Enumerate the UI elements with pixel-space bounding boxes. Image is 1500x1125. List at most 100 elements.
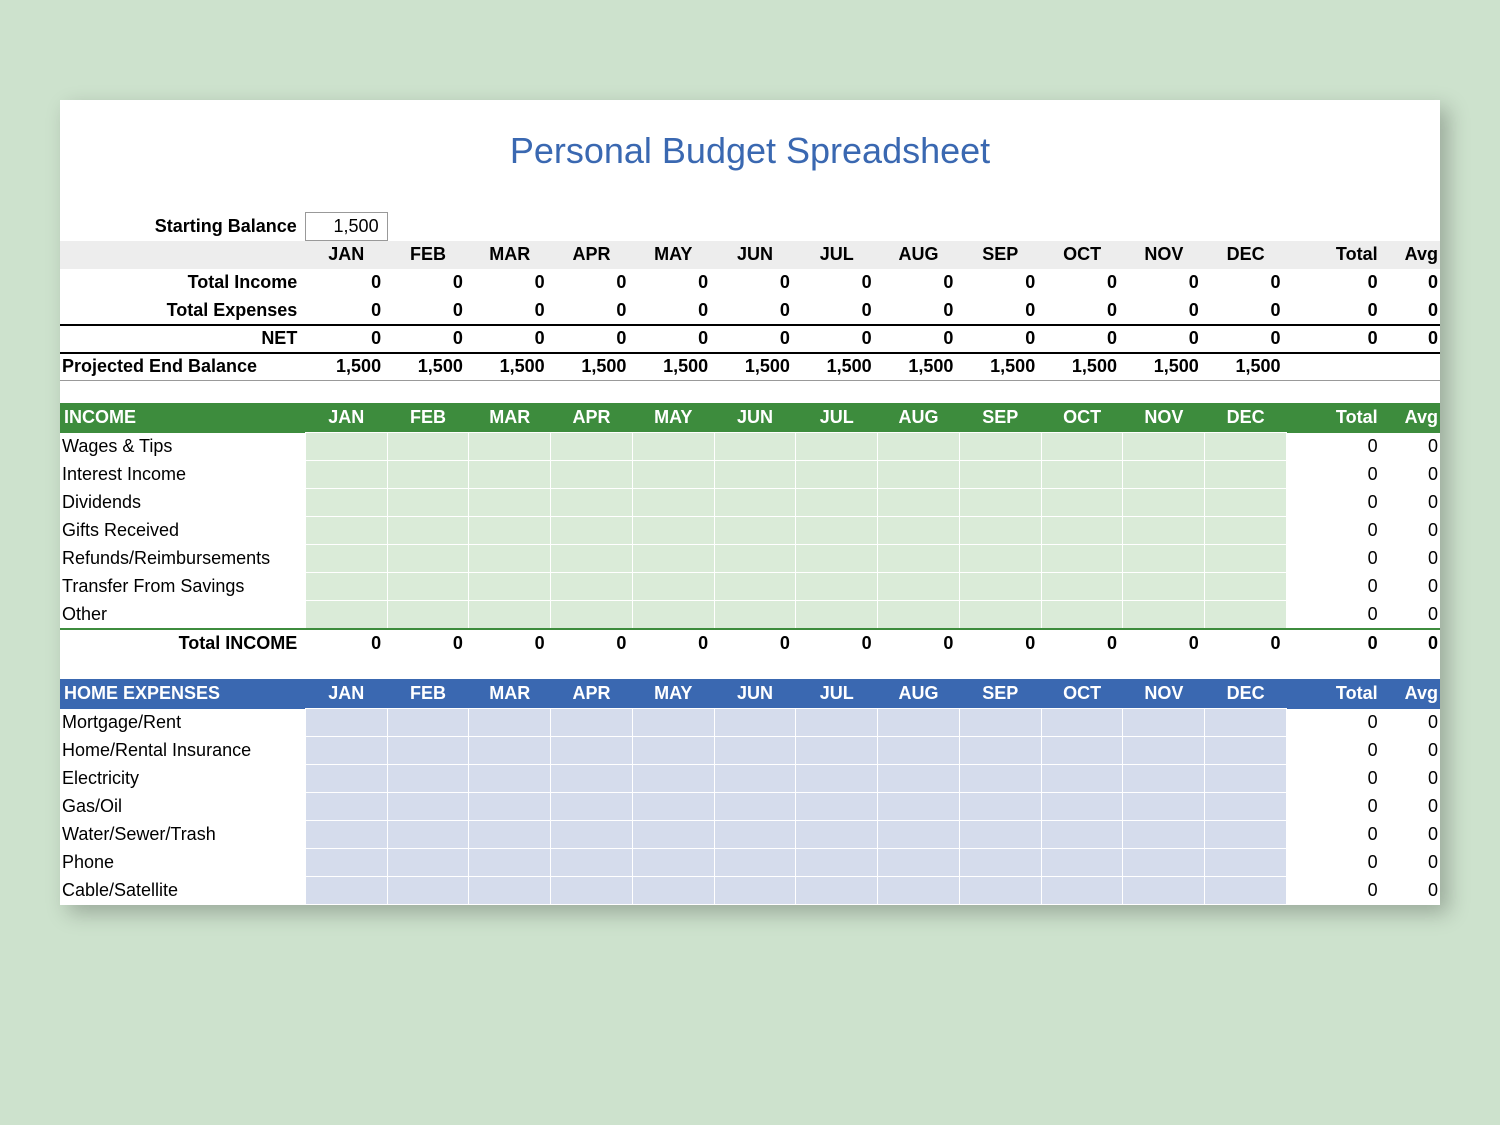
cell[interactable]: 0 (1041, 325, 1123, 353)
cell[interactable] (1041, 601, 1123, 629)
cell[interactable] (714, 573, 796, 601)
cell[interactable] (551, 737, 633, 765)
cell[interactable]: 0 (1205, 325, 1287, 353)
cell[interactable] (714, 545, 796, 573)
cell[interactable]: 1,500 (796, 353, 878, 381)
cell[interactable] (551, 877, 633, 905)
cell[interactable]: 0 (551, 325, 633, 353)
cell[interactable] (1041, 737, 1123, 765)
cell[interactable] (632, 517, 714, 545)
cell[interactable] (1041, 573, 1123, 601)
cell[interactable] (1205, 849, 1287, 877)
cell[interactable] (714, 877, 796, 905)
cell[interactable] (305, 489, 387, 517)
cell[interactable] (469, 709, 551, 737)
cell[interactable] (1205, 433, 1287, 461)
cell[interactable] (551, 461, 633, 489)
cell[interactable] (387, 877, 469, 905)
cell[interactable]: 0 (1287, 269, 1384, 297)
cell[interactable]: 0 (714, 629, 796, 657)
cell[interactable] (469, 545, 551, 573)
cell[interactable]: 1,500 (551, 353, 633, 381)
cell[interactable]: 1,500 (387, 353, 469, 381)
cell[interactable] (1041, 793, 1123, 821)
cell[interactable] (551, 765, 633, 793)
cell[interactable]: 0 (1384, 849, 1440, 877)
cell[interactable] (551, 849, 633, 877)
cell[interactable]: 0 (1384, 433, 1440, 461)
cell[interactable]: 0 (1384, 545, 1440, 573)
cell[interactable]: 0 (551, 269, 633, 297)
cell[interactable]: 0 (1205, 629, 1287, 657)
cell[interactable] (387, 821, 469, 849)
cell[interactable] (1205, 573, 1287, 601)
cell[interactable] (878, 489, 960, 517)
cell[interactable] (632, 737, 714, 765)
cell[interactable]: 0 (305, 325, 387, 353)
cell[interactable] (469, 573, 551, 601)
cell[interactable] (632, 433, 714, 461)
cell[interactable]: 0 (1287, 793, 1384, 821)
cell[interactable]: 0 (878, 269, 960, 297)
cell[interactable]: 1,500 (959, 353, 1041, 381)
cell[interactable] (632, 545, 714, 573)
cell[interactable] (469, 765, 551, 793)
cell[interactable] (469, 821, 551, 849)
cell[interactable] (714, 849, 796, 877)
cell[interactable] (796, 461, 878, 489)
cell[interactable] (1205, 765, 1287, 793)
cell[interactable] (387, 793, 469, 821)
cell[interactable] (387, 849, 469, 877)
cell[interactable]: 0 (387, 297, 469, 325)
cell[interactable] (1205, 737, 1287, 765)
cell[interactable] (1123, 489, 1205, 517)
cell[interactable] (632, 849, 714, 877)
cell[interactable]: 1,500 (305, 353, 387, 381)
cell[interactable] (1123, 709, 1205, 737)
cell[interactable] (878, 765, 960, 793)
cell[interactable] (878, 821, 960, 849)
cell[interactable]: 0 (1384, 573, 1440, 601)
cell[interactable]: 0 (878, 629, 960, 657)
cell[interactable] (387, 573, 469, 601)
cell[interactable] (469, 433, 551, 461)
cell[interactable] (1123, 737, 1205, 765)
cell[interactable] (796, 517, 878, 545)
cell[interactable] (551, 573, 633, 601)
cell[interactable] (632, 573, 714, 601)
cell[interactable]: 0 (551, 629, 633, 657)
cell[interactable]: 0 (796, 297, 878, 325)
cell[interactable]: 0 (714, 269, 796, 297)
cell[interactable]: 0 (878, 325, 960, 353)
cell[interactable] (1123, 877, 1205, 905)
cell[interactable] (387, 433, 469, 461)
cell[interactable] (387, 709, 469, 737)
cell[interactable] (551, 793, 633, 821)
cell[interactable] (1041, 765, 1123, 793)
cell[interactable] (632, 793, 714, 821)
cell[interactable] (878, 793, 960, 821)
cell[interactable]: 0 (796, 269, 878, 297)
cell[interactable] (305, 517, 387, 545)
cell[interactable] (959, 709, 1041, 737)
cell[interactable] (959, 461, 1041, 489)
cell[interactable] (796, 793, 878, 821)
cell[interactable] (305, 545, 387, 573)
cell[interactable] (959, 601, 1041, 629)
cell[interactable]: 0 (1287, 325, 1384, 353)
cell[interactable]: 1,500 (1205, 353, 1287, 381)
cell[interactable] (714, 765, 796, 793)
cell[interactable] (796, 849, 878, 877)
cell[interactable]: 0 (878, 297, 960, 325)
cell[interactable]: 0 (1384, 297, 1440, 325)
cell[interactable] (1123, 461, 1205, 489)
cell[interactable]: 1,500 (1123, 353, 1205, 381)
cell[interactable] (959, 849, 1041, 877)
cell[interactable] (959, 545, 1041, 573)
cell[interactable] (1205, 709, 1287, 737)
cell[interactable] (551, 545, 633, 573)
cell[interactable] (305, 573, 387, 601)
cell[interactable] (469, 601, 551, 629)
cell[interactable]: 1,500 (714, 353, 796, 381)
cell[interactable] (878, 573, 960, 601)
